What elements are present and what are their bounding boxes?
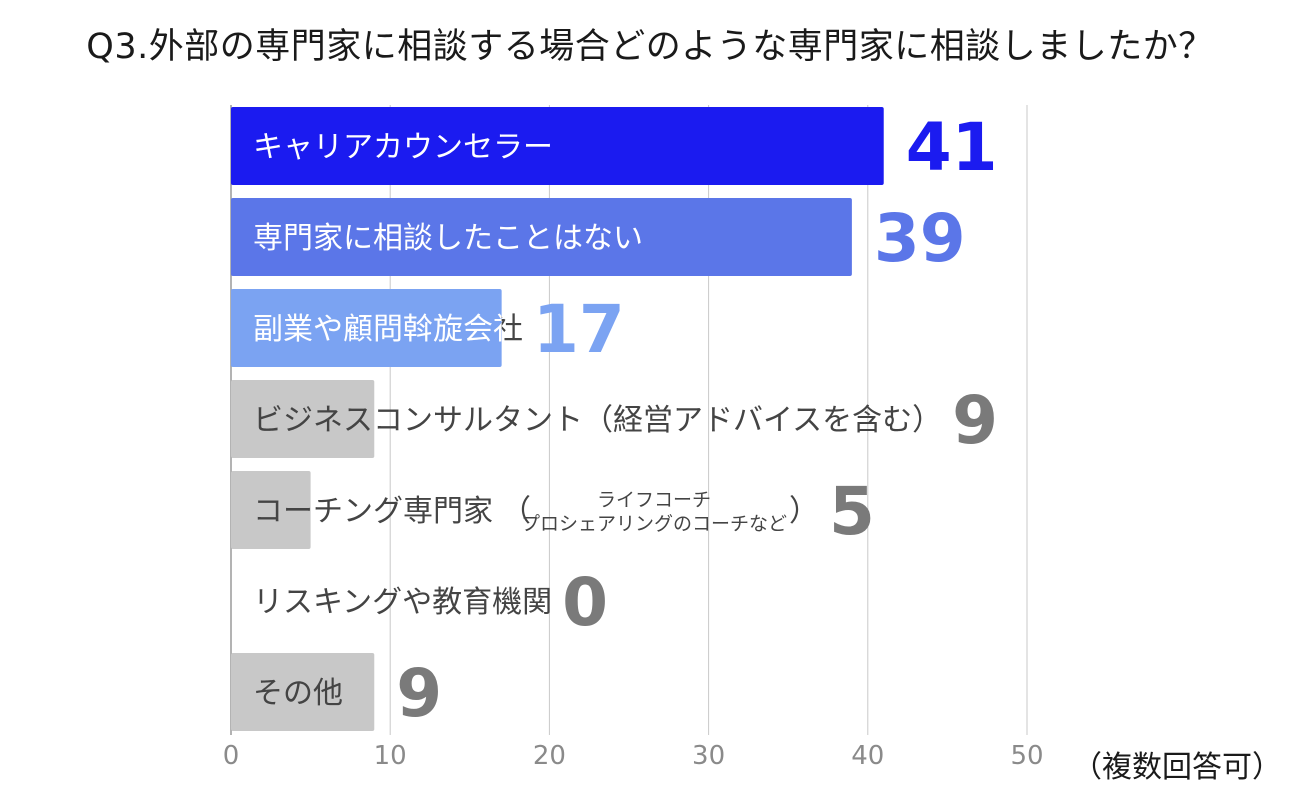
x-tick-label: 0 — [223, 741, 240, 771]
bar-labels: キャリアカウンセラー専門家に相談したことはない副業や顧問斡旋会社ビジネスコンサル… — [253, 130, 942, 711]
chart-title: Q3.外部の専門家に相談する場合どのような専門家に相談しましたか？ — [86, 27, 1214, 67]
x-tick-label: 40 — [851, 741, 884, 771]
bar-label-6: リスキングや教育機関 — [253, 585, 552, 620]
bar-label-7: その他 — [253, 676, 343, 711]
bars — [231, 107, 884, 731]
value-label-2: 39 — [874, 200, 966, 277]
x-tick-label: 30 — [692, 741, 725, 771]
bar-label-close-paren: ） — [789, 494, 819, 529]
bar-label-5: コーチング専門家 — [253, 494, 493, 529]
x-tick-label: 50 — [1010, 741, 1043, 771]
bar-3 — [231, 289, 502, 367]
bar-sublabel-line2: プロシェアリングのコーチなど — [521, 513, 787, 535]
bar-label-open-paren: （ — [501, 494, 531, 529]
value-label-6: 0 — [562, 564, 608, 641]
x-axis-ticks: 0 10 20 30 40 50 — [223, 741, 1044, 771]
bar-label-3: 副業や顧問斡旋会社 — [253, 312, 523, 347]
bar-label-3-overflow: 副業や顧問斡旋会社 — [253, 312, 523, 347]
multiple-answer-note: （複数回答可） — [1072, 750, 1282, 785]
value-label-4: 9 — [952, 382, 998, 459]
value-label-5: 5 — [829, 473, 875, 550]
bar-7 — [231, 653, 375, 731]
value-label-7: 9 — [396, 655, 442, 732]
x-tick-label: 10 — [374, 741, 407, 771]
bar-label-2: 専門家に相談したことはない — [253, 221, 643, 256]
x-tick-label: 20 — [533, 741, 566, 771]
bar-label-1: キャリアカウンセラー — [253, 130, 553, 165]
bar-5 — [231, 471, 311, 549]
bar-2 — [231, 198, 852, 276]
value-label-3: 17 — [533, 291, 625, 368]
value-label-1: 41 — [906, 109, 998, 186]
bar-4 — [231, 380, 375, 458]
bar-label-4: ビジネスコンサルタント（経営アドバイスを含む） — [253, 403, 942, 438]
bar-sublabel-line1: ライフコーチ — [597, 489, 711, 511]
bar-1 — [231, 107, 884, 185]
